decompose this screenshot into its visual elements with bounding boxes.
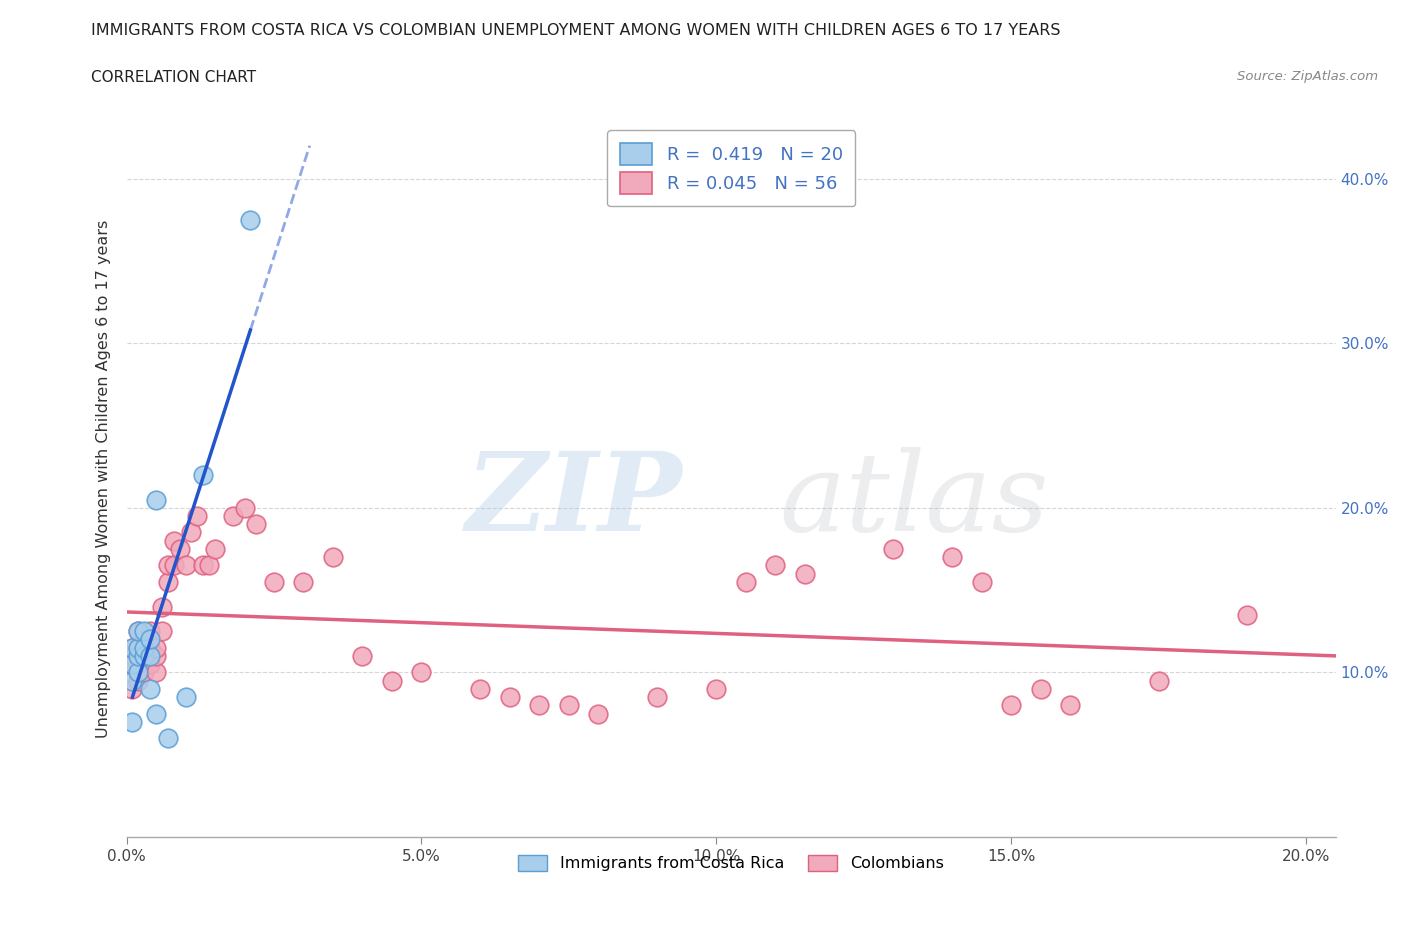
Point bbox=[121, 640, 143, 655]
Point bbox=[121, 657, 143, 671]
Text: CORRELATION CHART: CORRELATION CHART bbox=[91, 70, 256, 85]
Point bbox=[163, 533, 186, 548]
Point bbox=[145, 648, 167, 663]
Point bbox=[245, 517, 267, 532]
Point bbox=[174, 558, 197, 573]
Point bbox=[127, 673, 149, 688]
Point bbox=[1000, 698, 1022, 712]
Point bbox=[292, 575, 315, 590]
Point bbox=[134, 640, 156, 655]
Text: Source: ZipAtlas.com: Source: ZipAtlas.com bbox=[1237, 70, 1378, 83]
Point bbox=[734, 575, 756, 590]
Point bbox=[156, 558, 179, 573]
Point bbox=[193, 468, 215, 483]
Point bbox=[150, 624, 173, 639]
Point bbox=[127, 624, 149, 639]
Point bbox=[139, 640, 162, 655]
Point bbox=[127, 665, 149, 680]
Point bbox=[233, 500, 256, 515]
Point bbox=[127, 648, 149, 663]
Point bbox=[647, 690, 669, 705]
Point bbox=[1236, 607, 1258, 622]
Point bbox=[145, 665, 167, 680]
Point bbox=[186, 509, 208, 524]
Text: atlas: atlas bbox=[779, 446, 1049, 554]
Point bbox=[150, 599, 173, 614]
Point bbox=[134, 648, 156, 663]
Point bbox=[139, 648, 162, 663]
Point bbox=[263, 575, 285, 590]
Point bbox=[352, 648, 374, 663]
Y-axis label: Unemployment Among Women with Children Ages 6 to 17 years: Unemployment Among Women with Children A… bbox=[96, 219, 111, 738]
Point bbox=[134, 624, 156, 639]
Point bbox=[470, 682, 492, 697]
Text: ZIP: ZIP bbox=[467, 446, 683, 554]
Point bbox=[121, 673, 143, 688]
Point bbox=[121, 657, 143, 671]
Point bbox=[127, 624, 149, 639]
Point bbox=[139, 632, 162, 647]
Text: IMMIGRANTS FROM COSTA RICA VS COLOMBIAN UNEMPLOYMENT AMONG WOMEN WITH CHILDREN A: IMMIGRANTS FROM COSTA RICA VS COLOMBIAN … bbox=[91, 23, 1062, 38]
Point bbox=[163, 558, 186, 573]
Point bbox=[121, 640, 143, 655]
Point bbox=[139, 624, 162, 639]
Point bbox=[222, 509, 245, 524]
Point bbox=[134, 648, 156, 663]
Point bbox=[1059, 698, 1081, 712]
Legend: Immigrants from Costa Rica, Colombians: Immigrants from Costa Rica, Colombians bbox=[510, 846, 952, 879]
Point bbox=[145, 640, 167, 655]
Point bbox=[970, 575, 993, 590]
Point bbox=[1147, 673, 1170, 688]
Point bbox=[941, 550, 963, 565]
Point bbox=[145, 706, 167, 721]
Point bbox=[134, 632, 156, 647]
Point bbox=[169, 541, 191, 556]
Point bbox=[134, 665, 156, 680]
Point bbox=[322, 550, 344, 565]
Point bbox=[882, 541, 904, 556]
Point bbox=[139, 682, 162, 697]
Point bbox=[763, 558, 786, 573]
Point bbox=[139, 657, 162, 671]
Point bbox=[1029, 682, 1052, 697]
Point bbox=[381, 673, 404, 688]
Point bbox=[204, 541, 226, 556]
Point bbox=[499, 690, 522, 705]
Point bbox=[156, 575, 179, 590]
Point bbox=[156, 731, 179, 746]
Point bbox=[558, 698, 581, 712]
Point bbox=[706, 682, 728, 697]
Point bbox=[793, 566, 815, 581]
Point bbox=[529, 698, 551, 712]
Point bbox=[121, 682, 143, 697]
Point bbox=[588, 706, 610, 721]
Point bbox=[239, 212, 262, 227]
Point bbox=[127, 640, 149, 655]
Point bbox=[180, 525, 202, 540]
Point bbox=[174, 690, 197, 705]
Point bbox=[121, 714, 143, 729]
Point bbox=[145, 492, 167, 507]
Point bbox=[127, 657, 149, 671]
Point bbox=[127, 640, 149, 655]
Point bbox=[193, 558, 215, 573]
Point bbox=[411, 665, 433, 680]
Point bbox=[198, 558, 221, 573]
